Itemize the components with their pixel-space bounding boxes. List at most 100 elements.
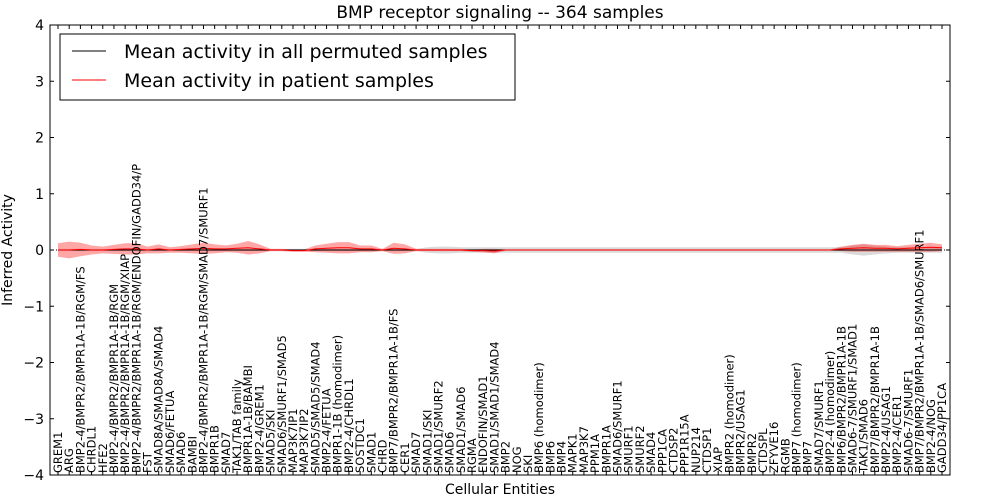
x-tick-label: MAPK1 — [566, 433, 580, 473]
x-tick-label: SMAD1/SMAD6 — [454, 387, 468, 473]
x-tick-label: RGMB — [778, 438, 792, 473]
x-tick-labels: GREM1ARGBMP2-4/BMPR2/BMPR1A-1B/RGM/FSCHR… — [51, 25, 949, 475]
x-tick-label: SOSTDC1 — [353, 418, 367, 473]
x-tick-label: BMP2-4 (homodimer) — [823, 351, 837, 473]
x-tick-label: NOG — [510, 446, 524, 473]
x-tick-label: BMPR1-1B (homodimer) — [331, 335, 345, 473]
x-tick-label: BMP2-4/FETUA — [320, 388, 334, 473]
x-tick-label: BMPR1A-1B/BAMBI — [241, 365, 255, 473]
x-tick-label: BMP2-4/CER1 — [890, 395, 904, 473]
x-tick-label: XIAP — [711, 447, 725, 473]
x-tick-label: MAP3K7IP2 — [297, 408, 311, 473]
legend-label-patient: Mean activity in patient samples — [124, 70, 434, 92]
x-tick-label: ZFYVE16 — [767, 422, 781, 473]
x-tick-label: SMURF1 — [622, 425, 636, 473]
y-tick-label: −3 — [23, 412, 44, 428]
x-tick-label: SMAD6-7/SMURF1 — [901, 369, 915, 473]
x-tick-label: ENDOFIN/SMAD1 — [476, 375, 490, 473]
x-tick-label: SMAD6/SMURF1/SMAD5 — [275, 335, 289, 473]
y-tick-label: 2 — [35, 131, 44, 147]
x-tick-label: SMAD1/SMURF2 — [432, 380, 446, 473]
x-tick-label: BMP2-4/NOG — [924, 399, 938, 473]
x-tick-label: BMPR1A — [599, 425, 613, 473]
x-tick-label: BMP7/BMPR2/BMPR1A-1B/FS — [387, 309, 401, 473]
x-tick-label: BMP2 — [499, 441, 513, 473]
x-tick-label: CER1 — [398, 442, 412, 473]
x-tick-label: CTDSP1 — [700, 428, 714, 473]
y-tick-label: 0 — [35, 243, 44, 259]
x-tick-label: SMAD1/SKI — [420, 410, 434, 473]
x-tick-label: CTDSPL — [756, 428, 770, 473]
x-tick-label: MAP3K7IP1 — [286, 408, 300, 473]
x-tick-label: BMP4 — [555, 441, 569, 473]
x-tick-label: BMP7 — [801, 441, 815, 473]
x-tick-label: SMAD6 — [174, 432, 188, 473]
x-tick-label: PPM1A — [588, 434, 602, 473]
x-tick-label: SMAD5/SKI — [264, 410, 278, 473]
y-tick-label: −1 — [23, 299, 44, 315]
x-tick-label: BMPR2/USAG1 — [734, 389, 748, 473]
y-tick-label: 3 — [35, 74, 44, 90]
x-tick-label: BMP2-4/CHRDL1 — [342, 378, 356, 473]
x-tick-label: SMAD7/SMURF1 — [812, 380, 826, 473]
x-tick-label: BMP2-4/BMPR2/BMPR1A-1B/RGM — [107, 284, 121, 473]
x-tick-label: SKI — [521, 455, 535, 473]
x-tick-label: GADD34/PP1CA — [935, 383, 949, 473]
series-lines — [58, 246, 943, 252]
x-tick-label: SMAD6/SMURF1 — [611, 380, 625, 473]
x-axis-label: Cellular Entities — [445, 482, 555, 498]
legend-box — [59, 33, 516, 101]
x-tick-label: SMAD5/SMAD5/SMAD4 — [308, 341, 322, 473]
x-tick-label: BMPR2 — [745, 433, 759, 473]
x-tick-label: BAMBI — [185, 436, 199, 473]
x-tick-label: SMURF2 — [633, 425, 647, 473]
x-tick-label: BMP7/BMPR2/BMPR1A-1B/SMAD6/SMURF1 — [913, 230, 927, 473]
x-tick-label: SMAD7 — [219, 432, 233, 473]
x-tick-label: ARG — [62, 448, 76, 473]
x-tick-label: BMP6/BMPR2/BMPR1A-1B — [834, 326, 848, 473]
x-tick-label: SMAD6 — [443, 432, 457, 473]
x-tick-label: RGMA — [465, 438, 479, 473]
x-tick-label: BMP7 (homodimer) — [790, 362, 804, 473]
x-tick-label: SMAD7 — [409, 432, 423, 473]
x-tick-label: SMAD1/SMAD1/SMAD4 — [487, 341, 501, 473]
x-tick-label: PPP1CA — [655, 429, 669, 473]
x-tick-label: BMP6 (homodimer) — [532, 362, 546, 473]
x-tick-label: BMP2-4/BMPR2/BMPR1A-1B/RGM/XIAP — [118, 254, 132, 473]
x-tick-label: NUP214 — [689, 427, 703, 473]
x-tick-label: HFE2 — [96, 443, 110, 473]
x-tick-label: BMP2-4/BMPR2/BMPR1A-1B/RGM/SMAD7/SMURF1 — [197, 187, 211, 473]
x-tick-label: SMAD1 — [364, 432, 378, 473]
x-tick-label: BMP6 — [543, 441, 557, 473]
x-tick-label: BMPR1B — [208, 425, 222, 473]
x-tick-label: CHRD — [376, 439, 390, 473]
x-tick-label: CTDSP2 — [666, 428, 680, 473]
x-tick-label: SMAD6-7/SMURF1/SMAD1 — [846, 324, 860, 473]
x-tick-label: PPP1R15A — [678, 414, 692, 473]
x-tick-label: BMP2-4/BMPR2/BMPR1A-1B/RGM/ENDOFIN/GADD3… — [129, 164, 143, 473]
x-tick-label: SMAD4 — [644, 432, 658, 473]
legend-label-permuted: Mean activity in all permuted samples — [124, 41, 487, 63]
x-tick-label: CHRDL1 — [85, 426, 99, 473]
series-line-patient — [58, 246, 943, 252]
y-tick-label: −2 — [23, 356, 44, 372]
y-tick-label: 4 — [35, 18, 44, 34]
x-tick-label: SMAD8A/SMAD8A/SMAD4 — [152, 326, 166, 473]
x-tick-label: BMP7/BMPR2/BMPR1A-1B — [868, 326, 882, 473]
plot-frame — [49, 24, 951, 476]
chart-title: BMP receptor signaling -- 364 samples — [336, 3, 663, 23]
y-ticks: 4 3 2 1 0 −1 −2 −3 −4 — [23, 18, 950, 484]
legend: Mean activity in all permuted samples Me… — [59, 33, 516, 101]
y-tick-label: −4 — [23, 468, 44, 484]
x-tick-label: GREM1 — [51, 432, 65, 473]
x-tick-label: MAP3K7 — [577, 426, 591, 473]
x-tick-label: TAK1/TAB family — [230, 379, 244, 474]
x-tick-label: BMPR2 (homodimer) — [722, 354, 736, 473]
y-axis-label: Inferred Activity — [0, 194, 16, 306]
y-tick-label: 1 — [35, 187, 44, 203]
x-tick-label: BMP2-4/BMPR2/BMPR1A-1B/RGM/FS — [73, 266, 87, 473]
x-tick-label: BMP2-4/USAG1 — [879, 386, 893, 473]
x-tick-label: TAK1/SMAD6 — [857, 399, 871, 474]
x-tick-label: FST — [141, 451, 155, 473]
